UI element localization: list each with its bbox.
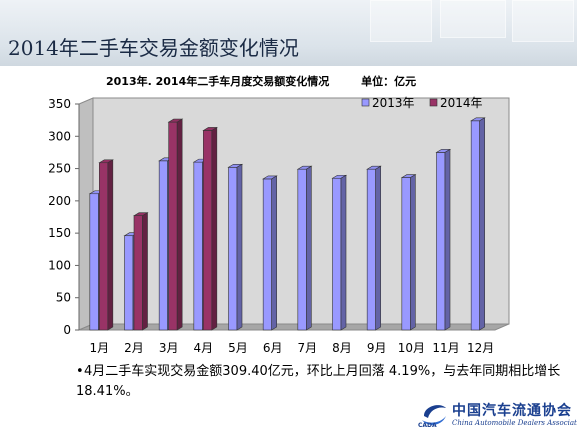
x-tick-label: 12月 [467, 341, 494, 355]
bar-front [228, 166, 238, 331]
header-band [0, 0, 577, 66]
bar-side [340, 174, 347, 331]
y-tick-label: 300 [48, 129, 71, 143]
legend-swatch [429, 98, 438, 107]
chart-unit-label: 单位：亿元 [361, 75, 417, 88]
bar-chart: 0 50 100 150 200 250 300 350 1月 2月 3月 4月 5月 6月 7月 8月 9月 1… [48, 96, 510, 355]
bar-front [124, 235, 134, 331]
x-tick-label: 2月 [124, 341, 144, 355]
y-tick-label: 200 [48, 194, 71, 208]
bar-2013 [470, 117, 486, 331]
logo-mark-text: CADA [418, 422, 437, 429]
bar-side [306, 165, 312, 331]
bar-2013 [227, 163, 244, 331]
bar-2013 [400, 174, 417, 331]
bar-front [133, 215, 143, 331]
logo-name-cn: 中国汽车流通协会 [452, 403, 572, 419]
bar-side [271, 175, 277, 331]
y-tick-label: 50 [56, 291, 71, 305]
bar-front [168, 121, 178, 331]
bar-2014 [98, 159, 114, 331]
header-decoration [440, 0, 506, 38]
legend-label: 2013年 [372, 96, 415, 110]
bar-front [193, 161, 203, 331]
header-decoration [512, 0, 574, 42]
x-tick-label: 8月 [332, 341, 352, 355]
y-tick-label: 350 [48, 97, 71, 111]
bar-front [203, 130, 213, 331]
bar-front [89, 193, 99, 331]
bar-side [236, 163, 243, 331]
x-tick-label: 7月 [298, 341, 318, 355]
y-tick-label: 0 [63, 323, 71, 337]
x-tick-label: 10月 [398, 341, 425, 355]
bar-side [410, 174, 416, 331]
bar-side [142, 212, 148, 331]
legend-label: 2014年 [440, 96, 483, 110]
bar-side [479, 117, 485, 331]
bar-2013 [366, 165, 382, 331]
x-tick-label: 3月 [159, 341, 179, 355]
bar-front [401, 177, 411, 331]
x-tick-label: 11月 [432, 341, 459, 355]
bar-front [470, 120, 480, 331]
x-tick-label: 5月 [228, 341, 248, 355]
bar-2013 [331, 174, 348, 331]
bar-side [375, 165, 381, 331]
bar-side [211, 126, 218, 331]
y-tick-label: 150 [48, 226, 71, 240]
bar-front [158, 160, 168, 331]
bullet-mark: • [76, 364, 84, 379]
x-tick-label: 9月 [367, 341, 387, 355]
bar-2013 [262, 175, 278, 331]
x-tick-label: 4月 [194, 341, 214, 355]
chart-floor [78, 323, 510, 331]
bar-front [262, 178, 272, 331]
bar-2014 [132, 212, 149, 331]
header-decoration [370, 0, 432, 42]
bar-2013 [296, 165, 313, 331]
chart-title: 2013年. 2014年二手车月度交易额变化情况 [106, 75, 330, 88]
y-tick-label: 100 [48, 258, 71, 272]
bar-front [332, 177, 342, 331]
logo-name-en: China Automobile Dealers Association [452, 419, 577, 427]
summary-bullet: •4月二手车实现交易金额309.40亿元，环比上月回落 4.19%，与去年同期相… [76, 362, 576, 402]
bar-front [366, 168, 376, 331]
x-tick-label: 1月 [90, 341, 110, 355]
bar-side [107, 159, 114, 331]
cada-logo-icon [422, 405, 446, 425]
bar-2014 [202, 126, 218, 331]
bar-front [436, 152, 446, 331]
summary-text: 4月二手车实现交易金额309.40亿元，环比上月回落 4.19%，与去年同期相比… [76, 364, 561, 399]
chart-heading: 2013年. 2014年二手车月度交易额变化情况 单位：亿元 [106, 73, 416, 89]
bar-2014 [167, 118, 184, 331]
bar-side [444, 148, 451, 331]
bar-front [99, 162, 109, 331]
x-tick-label: 6月 [263, 341, 283, 355]
legend-swatch [361, 98, 370, 107]
bar-front [297, 168, 307, 331]
bar-side [176, 118, 183, 331]
cada-logo: CADA 中国汽车流通协会 China Automobile Dealers A… [414, 396, 577, 434]
slide-title: 2014年二手车交易金额变化情况 [8, 36, 299, 60]
bar-2013 [435, 148, 452, 331]
y-tick-label: 250 [48, 162, 71, 176]
